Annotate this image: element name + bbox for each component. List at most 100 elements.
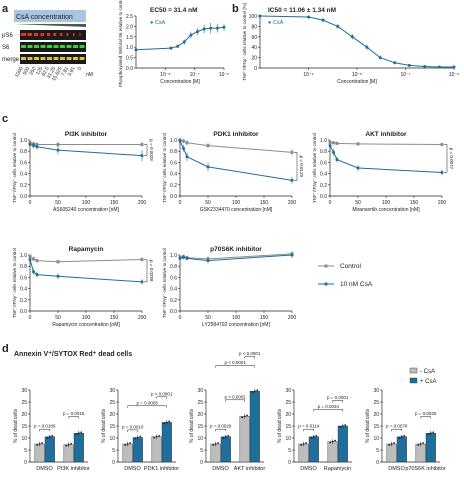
data-dot — [139, 435, 142, 438]
y-tick-label: 0.6 — [20, 275, 27, 281]
y-tick-label: 0.2 — [320, 183, 327, 189]
comparison-bracket — [303, 428, 315, 432]
legend-label-csa: 10 nM CsA — [340, 281, 373, 288]
blot-band — [60, 57, 65, 60]
data-point — [185, 256, 189, 260]
x-tick-label: 10⁻⁸ — [160, 72, 170, 78]
data-dot — [334, 439, 336, 442]
chart-title: Rapamycin — [69, 246, 104, 253]
data-dot — [46, 436, 49, 439]
x-tick-label: 50 — [205, 315, 211, 321]
panel-letter-c: c — [2, 113, 8, 125]
data-dot — [48, 435, 51, 438]
panel-letter-d: d — [2, 343, 9, 355]
comparison-bracket — [127, 405, 168, 408]
data-dot — [329, 441, 332, 444]
data-point — [393, 61, 397, 65]
data-dot — [341, 425, 344, 427]
x-tick-label: 200 — [438, 200, 447, 206]
data-dot — [153, 436, 156, 439]
y-tick-label: 60 — [251, 35, 257, 41]
y-tick-label: 20 — [373, 412, 379, 418]
y-axis-label: % of dead cells — [101, 409, 107, 443]
data-point — [356, 166, 360, 170]
comparison-bracket — [225, 399, 245, 402]
chart-a_curve: 0.0 0.5 1.0 1.5 2.0 2.5 10⁻⁸ 10⁻⁷ 10⁻⁶ EC50 = 31.… — [118, 0, 229, 87]
blot-band — [79, 57, 85, 60]
comparison-bracket — [244, 356, 256, 359]
blot-band — [27, 33, 33, 36]
bar — [249, 391, 260, 463]
y-tick-label: 0.8 — [170, 264, 177, 270]
series-line-1 — [29, 144, 143, 157]
y-tick-label: 0.2 — [170, 298, 177, 304]
data-point — [56, 148, 60, 152]
data-point — [209, 26, 213, 30]
blot-band — [47, 33, 51, 36]
bar — [425, 433, 436, 463]
comparison-p-value: p = 0.0015 — [63, 411, 85, 416]
comparison-p-value: p < 0.0001 — [151, 391, 173, 396]
category-label: AKT inhibitor — [234, 466, 266, 472]
y-tick-label: 25 — [197, 400, 203, 406]
data-dot — [305, 442, 307, 444]
x-tick-label: 50 — [355, 200, 361, 206]
chart-c_p70: 0.0 0.2 0.4 0.6 0.8 1.0 0 50 100 150 200 p70S6K inh… — [162, 246, 296, 328]
y-tick-label: 20 — [109, 412, 115, 418]
chart-title: PDK1 inhibitor — [213, 131, 259, 138]
y-tick-label: 2.5 — [126, 14, 133, 20]
data-dot — [251, 391, 254, 394]
data-point — [335, 141, 339, 145]
y-tick-label: 0.0 — [170, 194, 177, 200]
p-value: p = 0.0077 — [449, 148, 454, 170]
data-dot — [398, 436, 401, 439]
y-axis-label: % of dead cells — [13, 409, 19, 443]
data-point — [332, 150, 335, 154]
data-point — [452, 65, 456, 69]
x-tick-label: 150 — [110, 200, 119, 206]
data-dot — [80, 431, 83, 434]
y-tick-label: 20 — [21, 412, 27, 418]
y-tick-label: 5 — [376, 448, 379, 454]
chart-c_pi3k: 0.0 0.2 0.4 0.6 0.8 1.0 0 50 100 150 200 PI3K inhib… — [12, 131, 154, 213]
data-dot — [217, 442, 219, 444]
data-dot — [302, 443, 305, 445]
y-tick-label: 30 — [373, 388, 379, 394]
data-dot — [241, 416, 244, 419]
y-tick-label: 20 — [251, 56, 257, 62]
comparison-p-value: p < 0.0001 — [225, 394, 247, 399]
y-axis-label: TNF⁺/IFNγ⁺ cells relative to control — [162, 133, 167, 203]
panel-letter-a: a — [2, 3, 9, 15]
bar — [386, 443, 397, 463]
data-point — [290, 178, 294, 182]
category-label: p70S6K inhibitor — [405, 466, 446, 472]
bar — [122, 443, 133, 463]
y-tick-label: 0.8 — [20, 149, 27, 155]
bar — [415, 443, 426, 463]
comparison-bracket — [391, 428, 403, 432]
data-dot — [129, 442, 131, 444]
blot-row-label-merge: merge — [2, 57, 20, 63]
series-line-0 — [179, 139, 293, 153]
y-tick-label: 5 — [288, 448, 291, 454]
chart-d_pi3k: 0 5 10 15 20 25 30 % of dead cells DMSO PI3K inhi… — [13, 388, 90, 472]
p-value: p = 0.0028 — [149, 139, 154, 161]
data-dot — [77, 432, 80, 435]
bar — [337, 425, 348, 463]
data-dot — [400, 435, 403, 438]
y-tick-label: 15 — [373, 424, 379, 430]
data-point — [140, 142, 144, 146]
y-axis-label: TNF⁺/IFNγ⁺ cells relative to control [%] — [242, 3, 247, 81]
y-tick-label: 1.5 — [126, 35, 133, 41]
blot-row-bg — [20, 54, 86, 64]
series-line-0 — [29, 255, 143, 263]
y-tick-label: 0.4 — [20, 172, 27, 178]
x-tick-label: 100 — [382, 200, 391, 206]
x-tick-label: 0 — [179, 200, 182, 206]
data-point — [56, 274, 60, 278]
bar — [239, 416, 250, 463]
y-tick-label: 10 — [285, 436, 291, 442]
data-point — [290, 150, 294, 154]
y-tick-label: 0 — [254, 66, 257, 72]
bar — [151, 436, 162, 463]
